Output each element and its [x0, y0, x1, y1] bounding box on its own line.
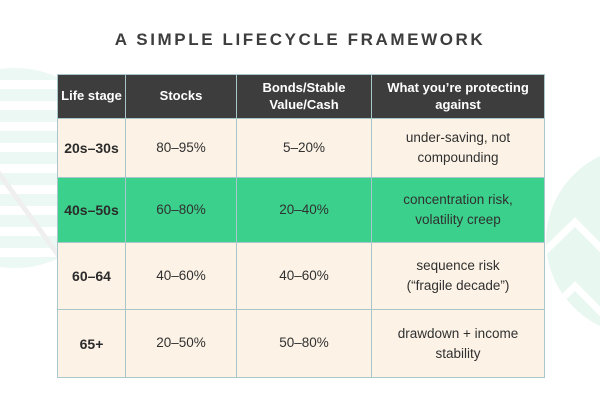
- cell-bonds: 40–60%: [236, 242, 372, 310]
- decorative-chevron-circle: [546, 146, 600, 336]
- cell-protecting: sequence risk (“fragile decade”): [371, 242, 545, 310]
- col-header-life-stage: Life stage: [57, 74, 126, 119]
- cell-bonds: 5–20%: [236, 118, 372, 178]
- cell-life-stage: 40s–50s: [57, 177, 126, 243]
- cell-stocks: 60–80%: [125, 177, 237, 243]
- col-header-protecting: What you’re protecting against: [371, 74, 545, 119]
- col-header-bonds: Bonds/Stable Value/Cash: [236, 74, 372, 119]
- lifecycle-table: Life stage Stocks Bonds/Stable Value/Cas…: [57, 74, 545, 378]
- table-row-65-plus: 65+ 20–50% 50–80% drawdown + income stab…: [57, 309, 545, 378]
- cell-life-stage: 65+: [57, 309, 126, 378]
- col-header-stocks: Stocks: [125, 74, 237, 119]
- cell-stocks: 80–95%: [125, 118, 237, 178]
- table-row-60-64: 60–64 40–60% 40–60% sequence risk (“frag…: [57, 242, 545, 310]
- cell-protecting: under-saving, not compounding: [371, 118, 545, 178]
- cell-stocks: 20–50%: [125, 309, 237, 378]
- table-row-40s-50s-highlighted: 40s–50s 60–80% 20–40% concentration risk…: [57, 177, 545, 243]
- cell-protecting: drawdown + income stability: [371, 309, 545, 378]
- table-row-20s-30s: 20s–30s 80–95% 5–20% under-saving, not c…: [57, 118, 545, 178]
- cell-life-stage: 20s–30s: [57, 118, 126, 178]
- chevron-peaks-icon: [546, 217, 600, 320]
- page-title: A SIMPLE LIFECYCLE FRAMEWORK: [114, 30, 486, 49]
- header-row: Life stage Stocks Bonds/Stable Value/Cas…: [57, 74, 545, 119]
- cell-protecting: concentration risk, volatility creep: [371, 177, 545, 243]
- cell-bonds: 20–40%: [236, 177, 372, 243]
- cell-stocks: 40–60%: [125, 242, 237, 310]
- cell-bonds: 50–80%: [236, 309, 372, 378]
- cell-life-stage: 60–64: [57, 242, 126, 310]
